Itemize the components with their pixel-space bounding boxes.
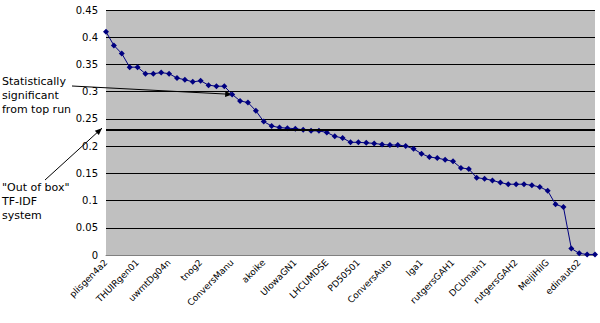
svg-text:0.1: 0.1 xyxy=(82,195,98,206)
svg-text:ConversManu: ConversManu xyxy=(185,257,235,307)
svg-text:MeijiHilG: MeijiHilG xyxy=(516,257,552,293)
svg-text:plisgen4a2: plisgen4a2 xyxy=(67,257,110,300)
svg-text:from top run: from top run xyxy=(2,103,71,116)
svg-text:0.15: 0.15 xyxy=(76,168,98,179)
svg-text:uwmtDg04n: uwmtDg04n xyxy=(127,257,173,303)
svg-text:edinauto2: edinauto2 xyxy=(544,257,583,296)
svg-text:0.45: 0.45 xyxy=(76,5,98,16)
svg-text:"Out of box": "Out of box" xyxy=(2,181,73,194)
svg-text:rutgersGAH1: rutgersGAH1 xyxy=(408,257,456,305)
svg-text:Statistically: Statistically xyxy=(2,75,69,88)
svg-text:0.4: 0.4 xyxy=(82,32,98,43)
svg-text:system: system xyxy=(2,209,42,222)
svg-text:0.25: 0.25 xyxy=(76,113,98,124)
svg-text:DCUmain1: DCUmain1 xyxy=(447,257,489,299)
svg-text:tnog2: tnog2 xyxy=(179,257,205,283)
svg-text:ConversAuto: ConversAuto xyxy=(346,257,394,305)
svg-text:0.2: 0.2 xyxy=(82,141,98,152)
svg-text:0.05: 0.05 xyxy=(76,222,98,233)
svg-text:significant: significant xyxy=(2,89,62,102)
svg-text:akoike: akoike xyxy=(240,257,268,285)
svg-text:LHCUMDSE: LHCUMDSE xyxy=(287,257,330,300)
svg-text:THUIRgen01: THUIRgen01 xyxy=(94,257,142,305)
svg-text:PD50501: PD50501 xyxy=(325,257,362,294)
svg-text:rutgersGAH2: rutgersGAH2 xyxy=(472,257,520,305)
svg-text:UIowaGN1: UIowaGN1 xyxy=(258,257,299,298)
svg-text:TF-IDF: TF-IDF xyxy=(1,195,41,208)
svg-text:0.35: 0.35 xyxy=(76,59,98,70)
svg-text:lga1: lga1 xyxy=(404,257,425,278)
svg-text:0.3: 0.3 xyxy=(82,86,98,97)
svg-text:0: 0 xyxy=(92,250,98,261)
